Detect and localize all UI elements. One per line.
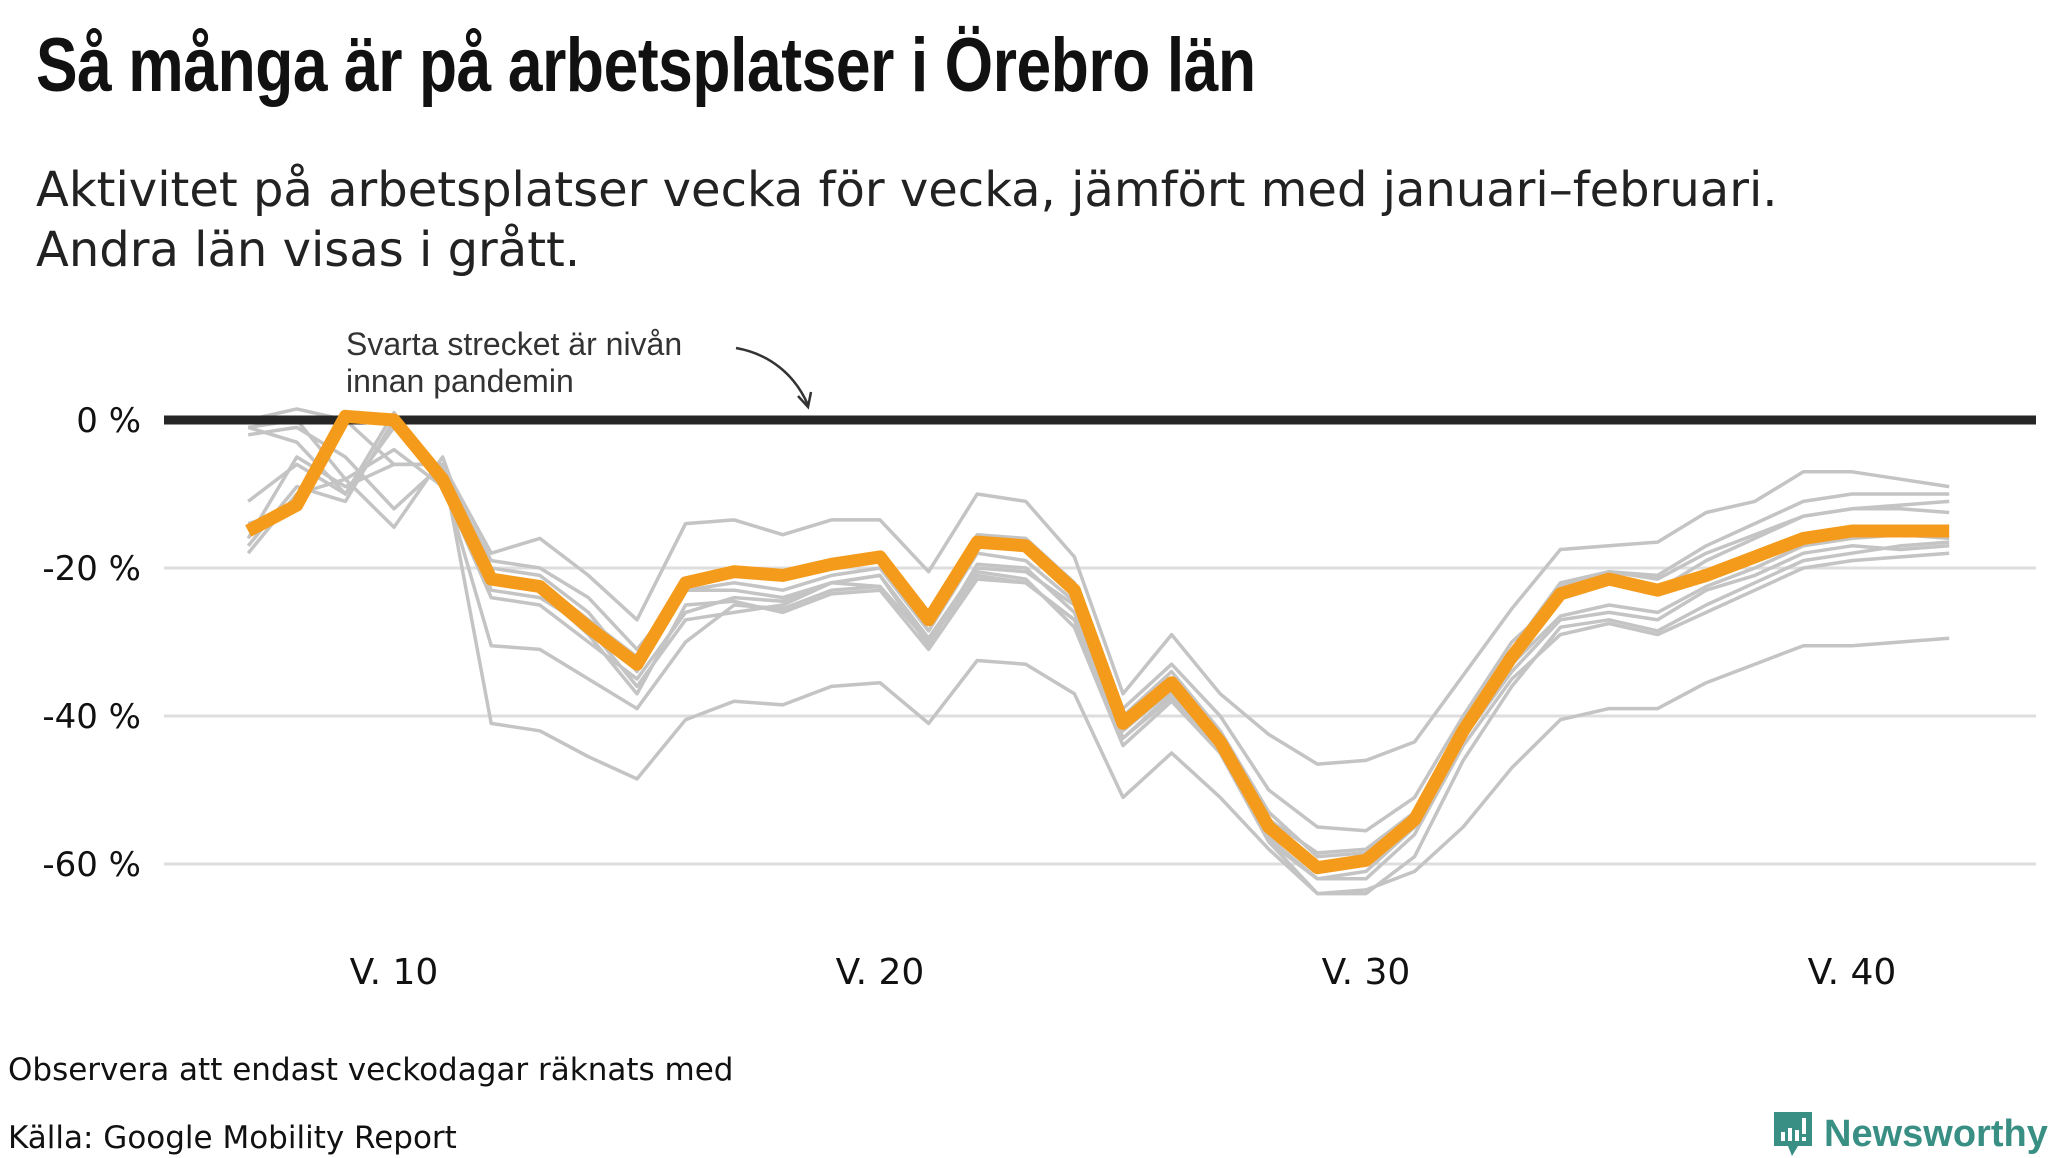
x-axis: V. 10 V. 20 V. 30 V. 40 — [350, 952, 1897, 993]
annotation-line-2: innan pandemin — [346, 363, 574, 399]
x-tick-label: V. 30 — [1322, 952, 1411, 993]
other-county-line — [247, 410, 1950, 881]
y-tick-label: -20 % — [42, 549, 141, 589]
other-county-line — [246, 455, 1950, 896]
annotation: Svarta strecket är nivån innan pandemin — [346, 326, 813, 410]
other-county-line — [247, 407, 1950, 766]
gridlines — [164, 566, 2036, 866]
x-tick-label: V. 20 — [836, 952, 925, 993]
newsworthy-logo: Newsworthy — [1772, 1110, 2048, 1158]
newsworthy-logo-icon — [1774, 1112, 1812, 1156]
orebro-line — [245, 409, 1950, 875]
logo-text: Newsworthy — [1824, 1112, 2048, 1155]
y-tick-label: -40 % — [42, 697, 141, 737]
annotation-line-1: Svarta strecket är nivån — [346, 326, 682, 362]
arrowhead-icon — [797, 391, 813, 410]
annotation-arrow-icon — [735, 346, 810, 406]
highlight-line-group — [245, 409, 1950, 875]
subtitle-line-2: Andra län visas i grått. — [36, 222, 581, 278]
chart-subtitle: Aktivitet på arbetsplatser vecka för vec… — [36, 160, 1778, 280]
subtitle-line-1: Aktivitet på arbetsplatser vecka för vec… — [36, 162, 1778, 218]
footnote: Observera att endast veckodagar räknats … — [8, 1052, 734, 1088]
source: Källa: Google Mobility Report — [8, 1120, 457, 1156]
y-axis: 0 % -20 % -40 % -60 % — [42, 401, 141, 885]
y-tick-label: -60 % — [42, 845, 141, 885]
x-tick-label: V. 40 — [1808, 952, 1897, 993]
x-tick-label: V. 10 — [350, 952, 439, 993]
chart-title: Så många är på arbetsplatser i Örebro lä… — [36, 23, 1256, 108]
y-tick-label: 0 % — [76, 401, 141, 441]
